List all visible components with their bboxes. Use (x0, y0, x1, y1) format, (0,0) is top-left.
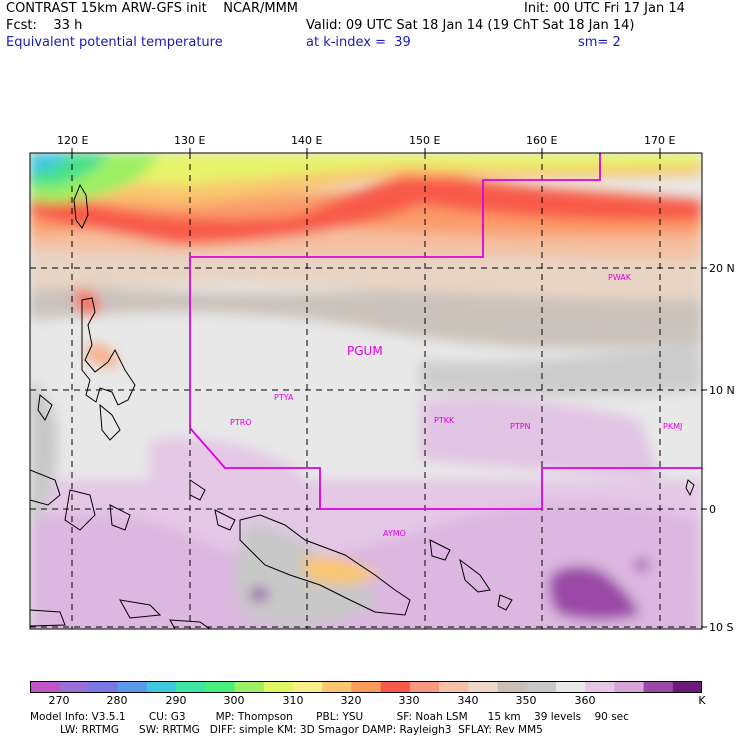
colorbar-swatch (439, 681, 469, 693)
colorbar-swatch (614, 681, 645, 693)
colorbar-swatch (205, 681, 236, 693)
colorbar-swatch (234, 681, 265, 693)
colorbar-swatch (409, 681, 440, 693)
lat-label-10s: 10 S (709, 621, 734, 634)
colorbar-label-280: 280 (106, 694, 128, 707)
station-ptro: PTRO (230, 418, 252, 427)
colorbar-frame (30, 681, 702, 693)
station-pgum: PGUM (347, 344, 383, 358)
lat-label-0: 0 (709, 503, 716, 516)
colorbar-swatch (555, 681, 586, 693)
station-ptpn: PTPN (510, 422, 531, 431)
colorbar-label-360: 360 (574, 694, 596, 707)
station-ptya: PTYA (274, 393, 294, 402)
coastlines (30, 183, 695, 629)
model-info-line2: LW: RRTMG SW: RRTMG DIFF: simple KM: 3D … (30, 724, 543, 736)
colorbar-swatch (380, 681, 411, 693)
colorbar-label-340: 340 (457, 694, 479, 707)
colorbar-swatch (292, 681, 323, 693)
map-frame (29, 152, 703, 630)
colorbar-swatch (672, 681, 702, 693)
colorbar-label-270: 270 (48, 694, 70, 707)
lon-label-120e: 120 E (57, 134, 89, 147)
colorbar-label-310: 310 (282, 694, 304, 707)
colorbar-unit: K (698, 694, 706, 707)
colorbar-swatch (176, 681, 206, 693)
colorbar-label-290: 290 (165, 694, 187, 707)
lon-label-130e: 130 E (174, 134, 206, 147)
colorbar (30, 681, 702, 693)
header-forecast-hour: Fcst: 33 h (6, 18, 83, 33)
lon-label-150e: 150 E (409, 134, 441, 147)
colorbar-swatch (30, 681, 60, 693)
header-smoothing: sm= 2 (578, 35, 621, 50)
colorbar-label-320: 320 (340, 694, 362, 707)
header-k-index: at k-index = 39 (306, 35, 411, 50)
colorbar-swatch (497, 681, 528, 693)
header-field-name: Equivalent potential temperature (6, 35, 223, 50)
colorbar-label-330: 330 (398, 694, 420, 707)
colorbar-swatch (526, 681, 557, 693)
colorbar-swatch (322, 681, 352, 693)
colorbar-swatch (88, 681, 119, 693)
boundary-line (189, 153, 702, 510)
colorbar-swatch (146, 681, 177, 693)
graticule (30, 153, 702, 629)
colorbar-swatch (117, 681, 148, 693)
station-pwak: PWAK (608, 273, 632, 282)
colorbar-swatch (643, 681, 674, 693)
station-pkmj: PKMJ (663, 422, 683, 431)
header-model-title: CONTRAST 15km ARW-GFS init NCAR/MMM (6, 1, 299, 16)
colorbar-swatch (59, 681, 89, 693)
station-aymo: AYMO (383, 529, 406, 538)
map-ticks (71, 148, 707, 628)
colorbar-swatch (263, 681, 294, 693)
lon-label-140e: 140 E (291, 134, 323, 147)
lon-label-160e: 160 E (526, 134, 558, 147)
lat-label-20n: 20 N (709, 262, 735, 275)
header-valid-time: Valid: 09 UTC Sat 18 Jan 14 (19 ChT Sat … (306, 18, 635, 33)
colorbar-swatch (351, 681, 382, 693)
lon-label-170e: 170 E (644, 134, 676, 147)
model-info-line1: Model Info: V3.5.1 CU: G3 MP: Thompson P… (30, 711, 629, 723)
lat-label-10n: 10 N (709, 384, 735, 397)
colorbar-swatch (468, 681, 498, 693)
colorbar-label-300: 300 (223, 694, 245, 707)
station-ptkk: PTKK (434, 416, 455, 425)
colorbar-swatch (585, 681, 615, 693)
header-init-time: Init: 00 UTC Fri 17 Jan 14 (524, 1, 685, 16)
colorbar-label-350: 350 (515, 694, 537, 707)
